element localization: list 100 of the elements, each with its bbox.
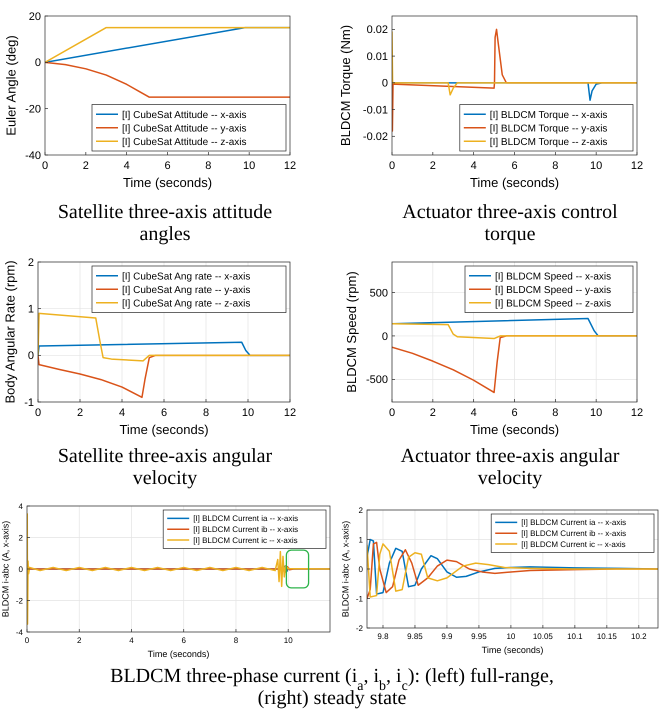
legend-label: [I] CubeSat Ang rate -- x-axis: [122, 271, 250, 282]
y-tick-label: -20: [25, 104, 41, 116]
line-series: [38, 312, 290, 362]
x-tick-label: 10.1: [567, 632, 584, 641]
y-tick-label: -2: [356, 624, 364, 633]
y-tick-label: 0: [18, 564, 24, 574]
legend-label: [I] CubeSat Attitude -- x-axis: [122, 110, 246, 121]
y-tick-label: -500: [366, 374, 388, 386]
x-tick-label: 12: [630, 160, 644, 172]
y-tick-label: 1: [358, 535, 364, 544]
x-tick-label: 9.8: [377, 632, 390, 641]
x-tick-label: 4: [470, 160, 477, 172]
x-tick-label: 2: [430, 407, 436, 419]
x-tick-label: 10: [243, 160, 256, 172]
y-tick-label: -0.01: [362, 104, 388, 116]
y-axis-title: BLDCM Speed (rpm): [344, 271, 360, 393]
x-tick-label: 10.15: [596, 632, 618, 641]
y-axis-title: BLDCM i-abc (A, x-axis): [340, 520, 350, 618]
x-tick-label: 10: [590, 407, 602, 419]
legend-label: [I] BLDCM Torque -- x-axis: [490, 110, 608, 121]
line-series: [45, 62, 290, 98]
legend-label: [I] CubeSat Ang rate -- y-axis: [122, 284, 250, 296]
x-axis-title: Time (seconds): [470, 175, 560, 190]
text: Actuator three-axis control torque: [402, 201, 618, 245]
x-tick-label: 8: [552, 160, 558, 172]
line-series: [392, 322, 637, 340]
x-tick-label: 10: [242, 407, 254, 419]
x-tick-label: 10.05: [532, 632, 554, 641]
y-tick-label: 0: [382, 78, 388, 90]
x-axis-title: Time (seconds): [119, 422, 209, 437]
x-tick-label: 4: [124, 160, 130, 172]
legend-label: [I] BLDCM Torque -- z-axis: [490, 136, 608, 148]
y-axis-title: BLDCM Torque (Nm): [338, 24, 353, 146]
x-tick-label: 0: [42, 160, 48, 172]
x-axis-title: Time (seconds): [470, 422, 560, 437]
y-tick-label: 4: [18, 502, 24, 511]
x-tick-label: 9.85: [407, 632, 424, 641]
y-tick-label: -40: [25, 150, 41, 162]
legend-label: [I] BLDCM Current ia -- x-axis: [521, 518, 626, 528]
x-tick-label: 8: [552, 407, 558, 419]
x-tick-label: 2: [76, 407, 84, 419]
x-tick-label: 6: [511, 407, 518, 419]
x-tick-label: 10: [590, 160, 602, 172]
x-axis-title: Time (seconds): [482, 645, 544, 655]
x-tick-label: 9.9: [441, 632, 454, 641]
y-tick-label: 0: [358, 564, 364, 574]
text: Satellite three-axis attitude angles: [58, 201, 272, 245]
x-tick-label: 6: [160, 407, 168, 419]
y-tick-label: 0.02: [366, 24, 388, 36]
y-tick-label: 1: [28, 304, 34, 316]
y-tick-label: -1: [24, 396, 34, 409]
legend-label: [I] BLDCM Current ib -- x-axis: [521, 529, 626, 538]
x-tick-label: 9.95: [471, 632, 488, 641]
x-tick-label: 8: [205, 160, 212, 172]
x-tick-label: 4: [129, 636, 134, 645]
y-tick-label: 20: [28, 10, 41, 23]
text: Actuator three-axis angular velocity: [400, 445, 620, 489]
y-axis-title: Euler Angle (deg): [3, 35, 18, 136]
x-axis-title: Time (seconds): [148, 649, 210, 659]
legend-label: [I] CubeSat Ang rate -- z-axis: [122, 298, 250, 310]
x-tick-label: 12: [284, 407, 296, 419]
legend-label: [I] CubeSat Attitude -- z-axis: [122, 136, 246, 148]
y-tick-label: -1: [356, 594, 364, 604]
text: Satellite three-axis angular velocity: [58, 445, 273, 489]
y-tick-label: 0: [34, 57, 41, 70]
x-tick-label: 2: [77, 636, 82, 645]
y-tick-label: -4: [16, 628, 24, 637]
x-tick-label: 12: [630, 407, 644, 419]
y-tick-label: 0: [28, 350, 34, 362]
legend-label: [I] CubeSat Attitude -- y-axis: [122, 123, 246, 134]
x-tick-label: 2: [430, 160, 436, 172]
legend-label: [I] BLDCM Speed -- x-axis: [495, 271, 612, 282]
x-tick-label: 12: [284, 160, 296, 172]
x-tick-label: 2: [82, 160, 89, 172]
x-tick-label: 8: [234, 636, 239, 645]
x-tick-label: 6: [511, 160, 518, 172]
y-tick-label: 2: [18, 533, 24, 542]
y-axis-title: BLDCM i-abc (A, x-axis): [0, 520, 10, 618]
x-tick-label: 10: [506, 632, 516, 641]
y-tick-label: 2: [358, 506, 364, 515]
legend-label: [I] BLDCM Speed -- y-axis: [495, 284, 612, 296]
y-tick-label: 500: [370, 287, 388, 300]
x-tick-label: 10.2: [631, 632, 648, 641]
x-tick-label: 4: [118, 407, 126, 419]
x-tick-label: 6: [164, 160, 171, 172]
line-series: [392, 31, 637, 96]
x-axis-title: Time (seconds): [122, 175, 212, 190]
x-tick-label: 10: [284, 636, 294, 645]
y-tick-label: -2: [16, 596, 24, 606]
legend-label: [I] BLDCM Current ia -- x-axis: [193, 514, 298, 524]
legend-label: [I] BLDCM Speed -- z-axis: [495, 298, 612, 310]
y-axis-title: Body Angular Rate (rpm): [2, 260, 18, 404]
x-tick-label: 4: [470, 407, 477, 419]
text: BLDCM three-phase current (i$_{a}$, i$_{b}$, i$_{c}$): (left) full-range, (right) steady state: [110, 665, 554, 709]
x-tick-label: 8: [202, 407, 210, 419]
legend-label: [I] BLDCM Current ic -- x-axis: [521, 540, 626, 549]
y-tick-label: 0.01: [366, 50, 388, 63]
x-tick-label: 6: [182, 636, 186, 645]
legend-label: [I] BLDCM Torque -- y-axis: [490, 123, 608, 134]
line-series: [27, 513, 330, 625]
